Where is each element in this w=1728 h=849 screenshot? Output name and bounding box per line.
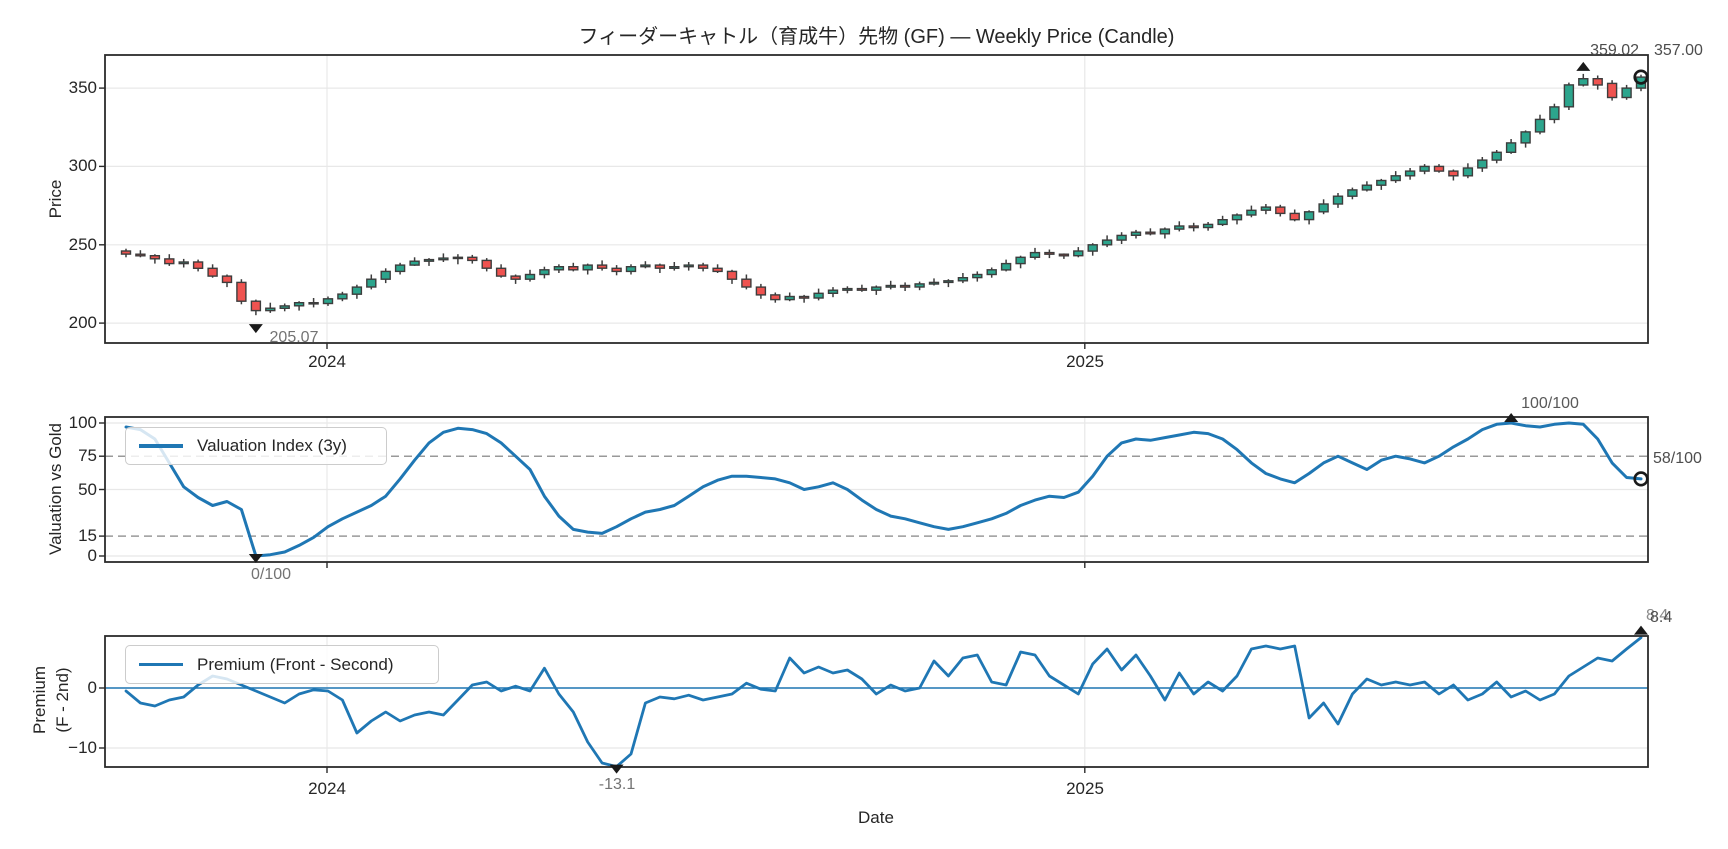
- premium-legend: Premium (Front - Second): [125, 645, 439, 684]
- price-ytick-200: 200: [68, 313, 97, 332]
- valuation-legend: Valuation Index (3y): [125, 427, 387, 465]
- valuation-ytick-50: 50: [78, 480, 97, 499]
- valuation-legend-line-swatch: [139, 444, 183, 448]
- price-last-annotation: 357.00: [1654, 42, 1703, 59]
- premium-peak-annotation: 8.4: [1646, 607, 1669, 624]
- valuation-ytick-75: 75: [78, 446, 97, 465]
- x-axis-label: Date: [858, 808, 894, 827]
- valuation-peak-annotation: 100/100: [1521, 395, 1579, 412]
- chart-title: フィーダーキャトル（育成牛）先物 (GF) — Weekly Price (Ca…: [578, 26, 1175, 48]
- price-ytick-300: 300: [68, 156, 97, 175]
- premium-xtick-2024: 2024: [308, 779, 346, 798]
- valuation-ytick-0: 0: [87, 546, 97, 565]
- price-ytick-350: 350: [68, 78, 97, 97]
- premium-legend-label: Premium (Front - Second): [197, 654, 394, 674]
- valuation-low-annotation: 0/100: [250, 566, 292, 583]
- price-ytick-250: 250: [68, 235, 97, 254]
- premium-xtick-2025: 2025: [1066, 779, 1104, 798]
- valuation-last-annotation: 58/100: [1653, 450, 1702, 467]
- price-low-annotation: 205.07: [269, 329, 319, 346]
- premium-legend-line-swatch: [139, 662, 183, 667]
- premium-ytick-0: 0: [87, 678, 97, 697]
- premium-ytick-1: −10: [68, 738, 97, 757]
- valuation-legend-label: Valuation Index (3y): [197, 436, 347, 455]
- price-xtick-2025: 2025: [1066, 352, 1104, 371]
- premium-axis-label-line2: (F - 2nd): [53, 667, 72, 733]
- valuation-ytick-15: 15: [78, 526, 97, 545]
- price-peak-annotation: 359.02: [1590, 42, 1639, 59]
- price-xtick-2024: 2024: [308, 352, 346, 371]
- premium-last-annotation: 8.4: [1650, 609, 1673, 626]
- valuation-ytick-100: 100: [68, 413, 97, 432]
- premium-low-annotation: -13.1: [598, 776, 636, 793]
- premium-axis-label-line1: Premium: [30, 666, 49, 735]
